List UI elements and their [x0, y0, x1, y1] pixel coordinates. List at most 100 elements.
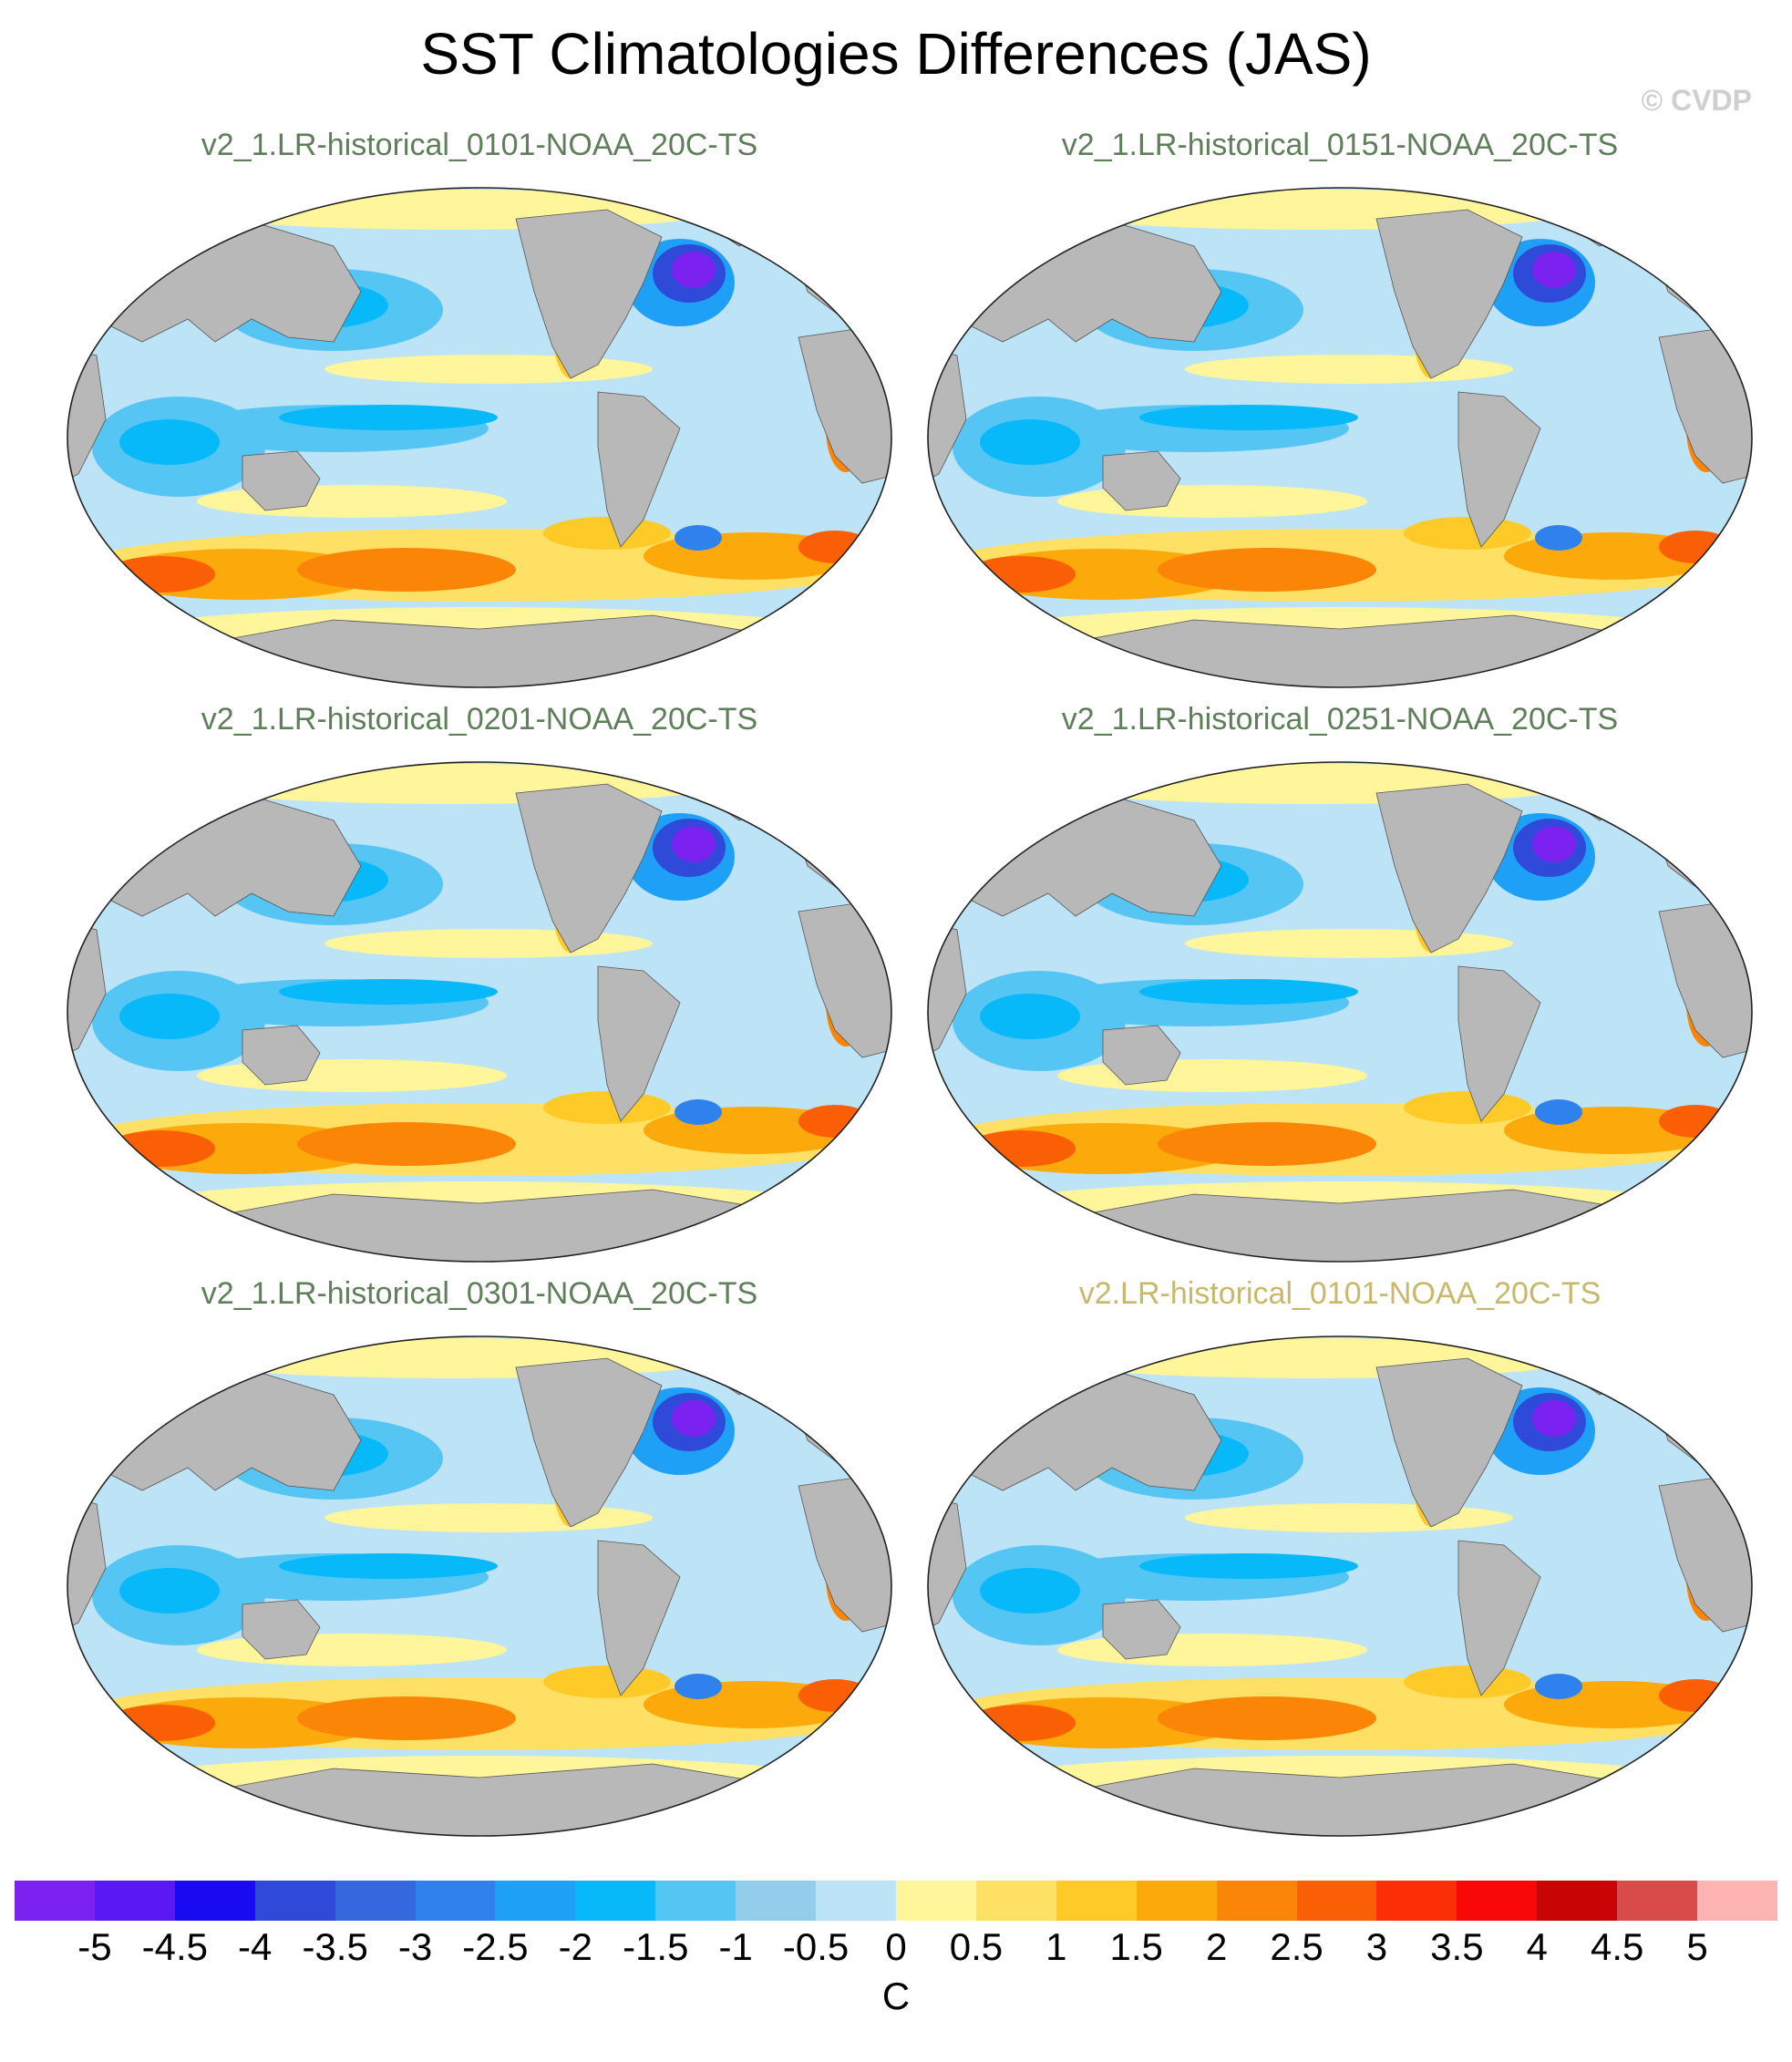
anomaly-region [179, 190, 726, 230]
colorbar-tick-label: 1 [1045, 1925, 1067, 1968]
anomaly-region [1659, 1679, 1732, 1712]
map-panel: v2_1.LR-historical_0101-NOAA_20C-TS [60, 128, 899, 693]
land-mass [1102, 1025, 1181, 1086]
map-panel: v2.LR-historical_0101-NOAA_20C-TS [921, 1276, 1759, 1841]
anomaly-region [1158, 548, 1376, 592]
land-mass [242, 450, 321, 511]
land-mass [1457, 965, 1541, 1122]
land-mass [515, 209, 663, 379]
colorbar-swatch [15, 1881, 96, 1921]
anomaly-region [179, 764, 726, 804]
colorbar-swatch [975, 1881, 1057, 1921]
colorbar-tick-label: 2.5 [1270, 1925, 1323, 1968]
world-map [67, 1335, 892, 1837]
panel-label: v2.LR-historical_0101-NOAA_20C-TS [1078, 1276, 1601, 1311]
world-map [927, 187, 1753, 688]
anomaly-region [798, 1105, 871, 1138]
land-mass [1375, 1357, 1523, 1528]
colorbar-swatch [94, 1881, 176, 1921]
map-panel: v2_1.LR-historical_0301-NOAA_20C-TS [60, 1276, 899, 1841]
world-map [927, 761, 1753, 1263]
anomaly-region [197, 1059, 507, 1092]
colorbar-swatch [1056, 1881, 1138, 1921]
anomaly-region [1139, 405, 1358, 430]
panel-label: v2_1.LR-historical_0101-NOAA_20C-TS [201, 128, 758, 162]
colorbar-swatch [335, 1881, 417, 1921]
land-mass [515, 783, 663, 954]
colorbar-tick-label: -2.5 [462, 1925, 529, 1968]
chart-title: SST Climatologies Differences (JAS) [420, 21, 1372, 87]
colorbar-tick-label: -5 [77, 1925, 112, 1968]
colorbar-tick-label: 5 [1686, 1925, 1708, 1968]
land-mass [1375, 209, 1523, 379]
anomaly-region [672, 252, 716, 288]
colorbar-tick-label: 0 [885, 1925, 907, 1968]
anomaly-region [675, 1674, 722, 1699]
land-mass [242, 1599, 321, 1660]
map-panel: v2_1.LR-historical_0151-NOAA_20C-TS [921, 128, 1759, 693]
world-map [67, 761, 892, 1263]
land-mass [597, 965, 681, 1122]
anomaly-region [1057, 1059, 1367, 1092]
anomaly-region [1659, 1105, 1732, 1138]
colorbar-swatch [1376, 1881, 1457, 1921]
map-outline [927, 1335, 1753, 1837]
colorbar-tick-label: -2 [558, 1925, 593, 1968]
copyright-watermark: © CVDP [1641, 84, 1752, 117]
anomaly-region [119, 1568, 220, 1614]
anomaly-region [119, 994, 220, 1039]
colorbar-tick-label: 4 [1526, 1925, 1548, 1968]
colorbar-swatch [1697, 1881, 1778, 1921]
land-mass [1375, 783, 1523, 954]
map-panel: v2_1.LR-historical_0201-NOAA_20C-TS [60, 702, 899, 1267]
panel-label: v2_1.LR-historical_0301-NOAA_20C-TS [201, 1276, 758, 1311]
colorbar-tick-label: -4 [238, 1925, 273, 1968]
land-mass [242, 1025, 321, 1086]
anomaly-region [1404, 1665, 1531, 1698]
colorbar-tick-label: 4.5 [1590, 1925, 1644, 1968]
colorbar-tick-label: -1 [718, 1925, 753, 1968]
colorbar-tick-label: -0.5 [782, 1925, 850, 1968]
colorbar-tick-label: 0.5 [949, 1925, 1004, 1968]
colorbar-tick-label: -3 [397, 1925, 433, 1968]
anomaly-region [279, 979, 498, 1005]
world-map [927, 1335, 1753, 1837]
anomaly-region [279, 405, 498, 430]
colorbar-tick-label: 1.5 [1109, 1925, 1163, 1968]
anomaly-region [1535, 525, 1582, 551]
anomaly-region [297, 1122, 516, 1166]
anomaly-region [1532, 252, 1576, 288]
anomaly-region [1532, 1400, 1576, 1437]
anomaly-region [798, 531, 871, 563]
anomaly-region [119, 419, 220, 465]
anomaly-region [1659, 531, 1732, 563]
anomaly-region [675, 525, 722, 551]
colorbar-tick-label: 3 [1365, 1925, 1388, 1968]
anomaly-region [980, 419, 1080, 465]
anomaly-region [179, 1338, 726, 1378]
map-outline [67, 187, 892, 688]
map-outline [67, 1335, 892, 1837]
panel-label: v2_1.LR-historical_0151-NOAA_20C-TS [1061, 128, 1619, 162]
anomaly-region [1139, 979, 1358, 1005]
land-mass [515, 1357, 663, 1528]
anomaly-region [980, 1568, 1080, 1614]
anomaly-region [1535, 1674, 1582, 1699]
anomaly-region [543, 517, 671, 550]
world-map [67, 187, 892, 688]
anomaly-region [1185, 929, 1513, 958]
anomaly-region [297, 1696, 516, 1740]
colorbar [15, 1881, 1778, 1921]
colorbar-swatch [254, 1881, 336, 1921]
colorbar-swatch [1136, 1881, 1218, 1921]
anomaly-region [798, 1679, 871, 1712]
anomaly-region [324, 355, 653, 384]
colorbar-swatch [1537, 1881, 1618, 1921]
anomaly-region [1057, 485, 1367, 518]
colorbar-swatch [575, 1881, 656, 1921]
map-outline [927, 187, 1753, 688]
land-mass [1102, 1599, 1181, 1660]
colorbar-tick-label: 3.5 [1430, 1925, 1484, 1968]
anomaly-region [1404, 1091, 1531, 1124]
land-mass [1457, 391, 1541, 548]
